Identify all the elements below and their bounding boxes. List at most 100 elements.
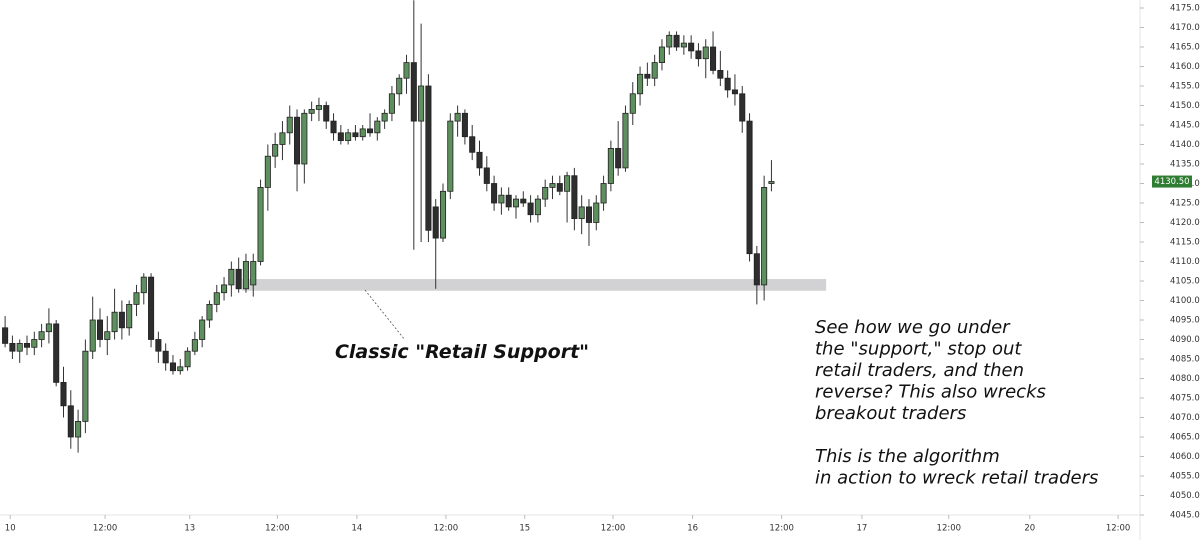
candle-body	[118, 311, 125, 329]
y-tick-label: 4140.00	[1170, 140, 1200, 150]
candle-body	[724, 77, 731, 91]
candle-body	[381, 112, 388, 122]
y-tick-label: 4070.00	[1170, 413, 1200, 423]
candle-body	[345, 132, 352, 142]
y-tick-label: 4155.00	[1170, 82, 1200, 92]
candle-body	[629, 93, 636, 114]
candle-body	[133, 292, 140, 305]
candle-body	[111, 311, 118, 333]
candle-body	[666, 34, 673, 48]
x-tick-label: 12:00	[1106, 524, 1131, 534]
candle-body	[359, 128, 366, 138]
y-tick-label: 4150.00	[1170, 101, 1200, 111]
candle-body	[31, 339, 38, 348]
annotation-connector	[364, 289, 406, 341]
candle-body	[9, 342, 16, 352]
candle-body	[710, 46, 717, 71]
candle-body	[658, 46, 665, 63]
x-tick-label: 14	[351, 524, 362, 534]
candle-body	[53, 323, 60, 383]
candle-body	[140, 276, 147, 294]
candle-body	[2, 327, 9, 344]
candle-body	[221, 284, 228, 294]
candle-body	[396, 77, 403, 95]
candle-body	[534, 198, 541, 216]
candle-body	[461, 112, 468, 138]
candle-body	[308, 109, 315, 114]
candle-body	[476, 151, 483, 169]
candle-body	[425, 85, 432, 231]
y-tick-label: 4065.00	[1170, 433, 1200, 443]
candle-body	[702, 46, 709, 60]
note-line: See how we go under	[815, 317, 1011, 338]
candle-body	[469, 136, 476, 153]
candle-body	[366, 128, 374, 134]
candle-body	[578, 206, 585, 219]
note-line: breakout traders	[815, 403, 966, 424]
note-line: This is the algorithm	[815, 446, 1000, 467]
candle-body	[257, 186, 264, 262]
candle-body	[279, 132, 286, 145]
y-tick-label: 4105.00	[1170, 277, 1200, 287]
candle-body	[16, 342, 23, 352]
candle-body	[337, 132, 344, 142]
candle-body	[330, 120, 337, 134]
x-tick-label: 12:00	[434, 524, 459, 534]
y-tick-label: 4095.00	[1170, 316, 1200, 326]
candle-body	[491, 183, 498, 204]
y-tick-label: 4160.00	[1170, 62, 1200, 72]
candle-body	[148, 276, 155, 340]
candle-body	[23, 342, 31, 348]
candle-body	[67, 405, 74, 438]
y-tick-label: 4050.00	[1170, 491, 1200, 501]
candle-body	[622, 112, 629, 169]
candle-body	[235, 268, 242, 290]
candle-body	[739, 93, 746, 122]
candle-body	[600, 183, 607, 204]
candle-body	[717, 70, 724, 79]
candle-body	[315, 105, 322, 110]
x-tick-label: 12:00	[937, 524, 962, 534]
candle-body	[673, 34, 680, 48]
y-tick-label: 4060.00	[1170, 452, 1200, 462]
candle-body	[403, 62, 410, 79]
candle-body	[607, 147, 614, 184]
candle-body	[680, 42, 687, 48]
y-tick-label: 4100.00	[1170, 296, 1200, 306]
y-tick-label: 4145.00	[1170, 121, 1200, 131]
last-price-tag	[1152, 175, 1192, 188]
x-tick-label: 12:00	[93, 524, 118, 534]
note-line: retail traders, and then	[815, 360, 1024, 381]
candle-body	[250, 261, 257, 286]
candle-body	[264, 155, 271, 188]
candle-body	[564, 175, 571, 192]
candle-body	[388, 93, 395, 114]
note-line: the "support," stop out	[815, 339, 1022, 360]
candle-body	[615, 147, 622, 169]
candle-body	[228, 268, 235, 286]
candle-body	[199, 319, 206, 340]
candle-body	[644, 73, 651, 79]
candle-body	[89, 319, 96, 352]
candle-body	[651, 62, 658, 79]
candle-body	[695, 50, 702, 60]
candle-body	[184, 350, 191, 368]
candle-body	[374, 120, 381, 134]
y-tick-label: 4120.00	[1170, 218, 1200, 228]
candle-body	[505, 194, 512, 208]
candle-body	[177, 366, 184, 372]
candle-body	[191, 339, 198, 352]
candle-body	[45, 323, 52, 333]
x-tick-label: 12:00	[769, 524, 794, 534]
y-tick-label: 4135.00	[1170, 160, 1200, 170]
candle-body	[731, 89, 738, 95]
y-tick-label: 4125.00	[1170, 199, 1200, 209]
candle-body	[169, 362, 176, 372]
candle-body	[432, 206, 439, 239]
candle-body	[512, 198, 520, 208]
candle-body	[454, 112, 461, 122]
y-tick-label: 4090.00	[1170, 335, 1200, 345]
candle-body	[213, 292, 220, 305]
